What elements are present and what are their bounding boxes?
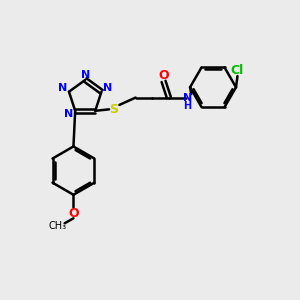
Text: N: N bbox=[58, 83, 67, 93]
Text: Cl: Cl bbox=[231, 64, 244, 77]
Text: H: H bbox=[183, 101, 191, 111]
Text: N: N bbox=[183, 93, 192, 103]
Text: N: N bbox=[103, 83, 112, 93]
Text: O: O bbox=[158, 69, 169, 82]
Text: CH₃: CH₃ bbox=[48, 221, 66, 231]
Text: S: S bbox=[109, 103, 118, 116]
Text: N: N bbox=[81, 70, 90, 80]
Text: N: N bbox=[64, 109, 73, 119]
Text: O: O bbox=[68, 207, 79, 220]
